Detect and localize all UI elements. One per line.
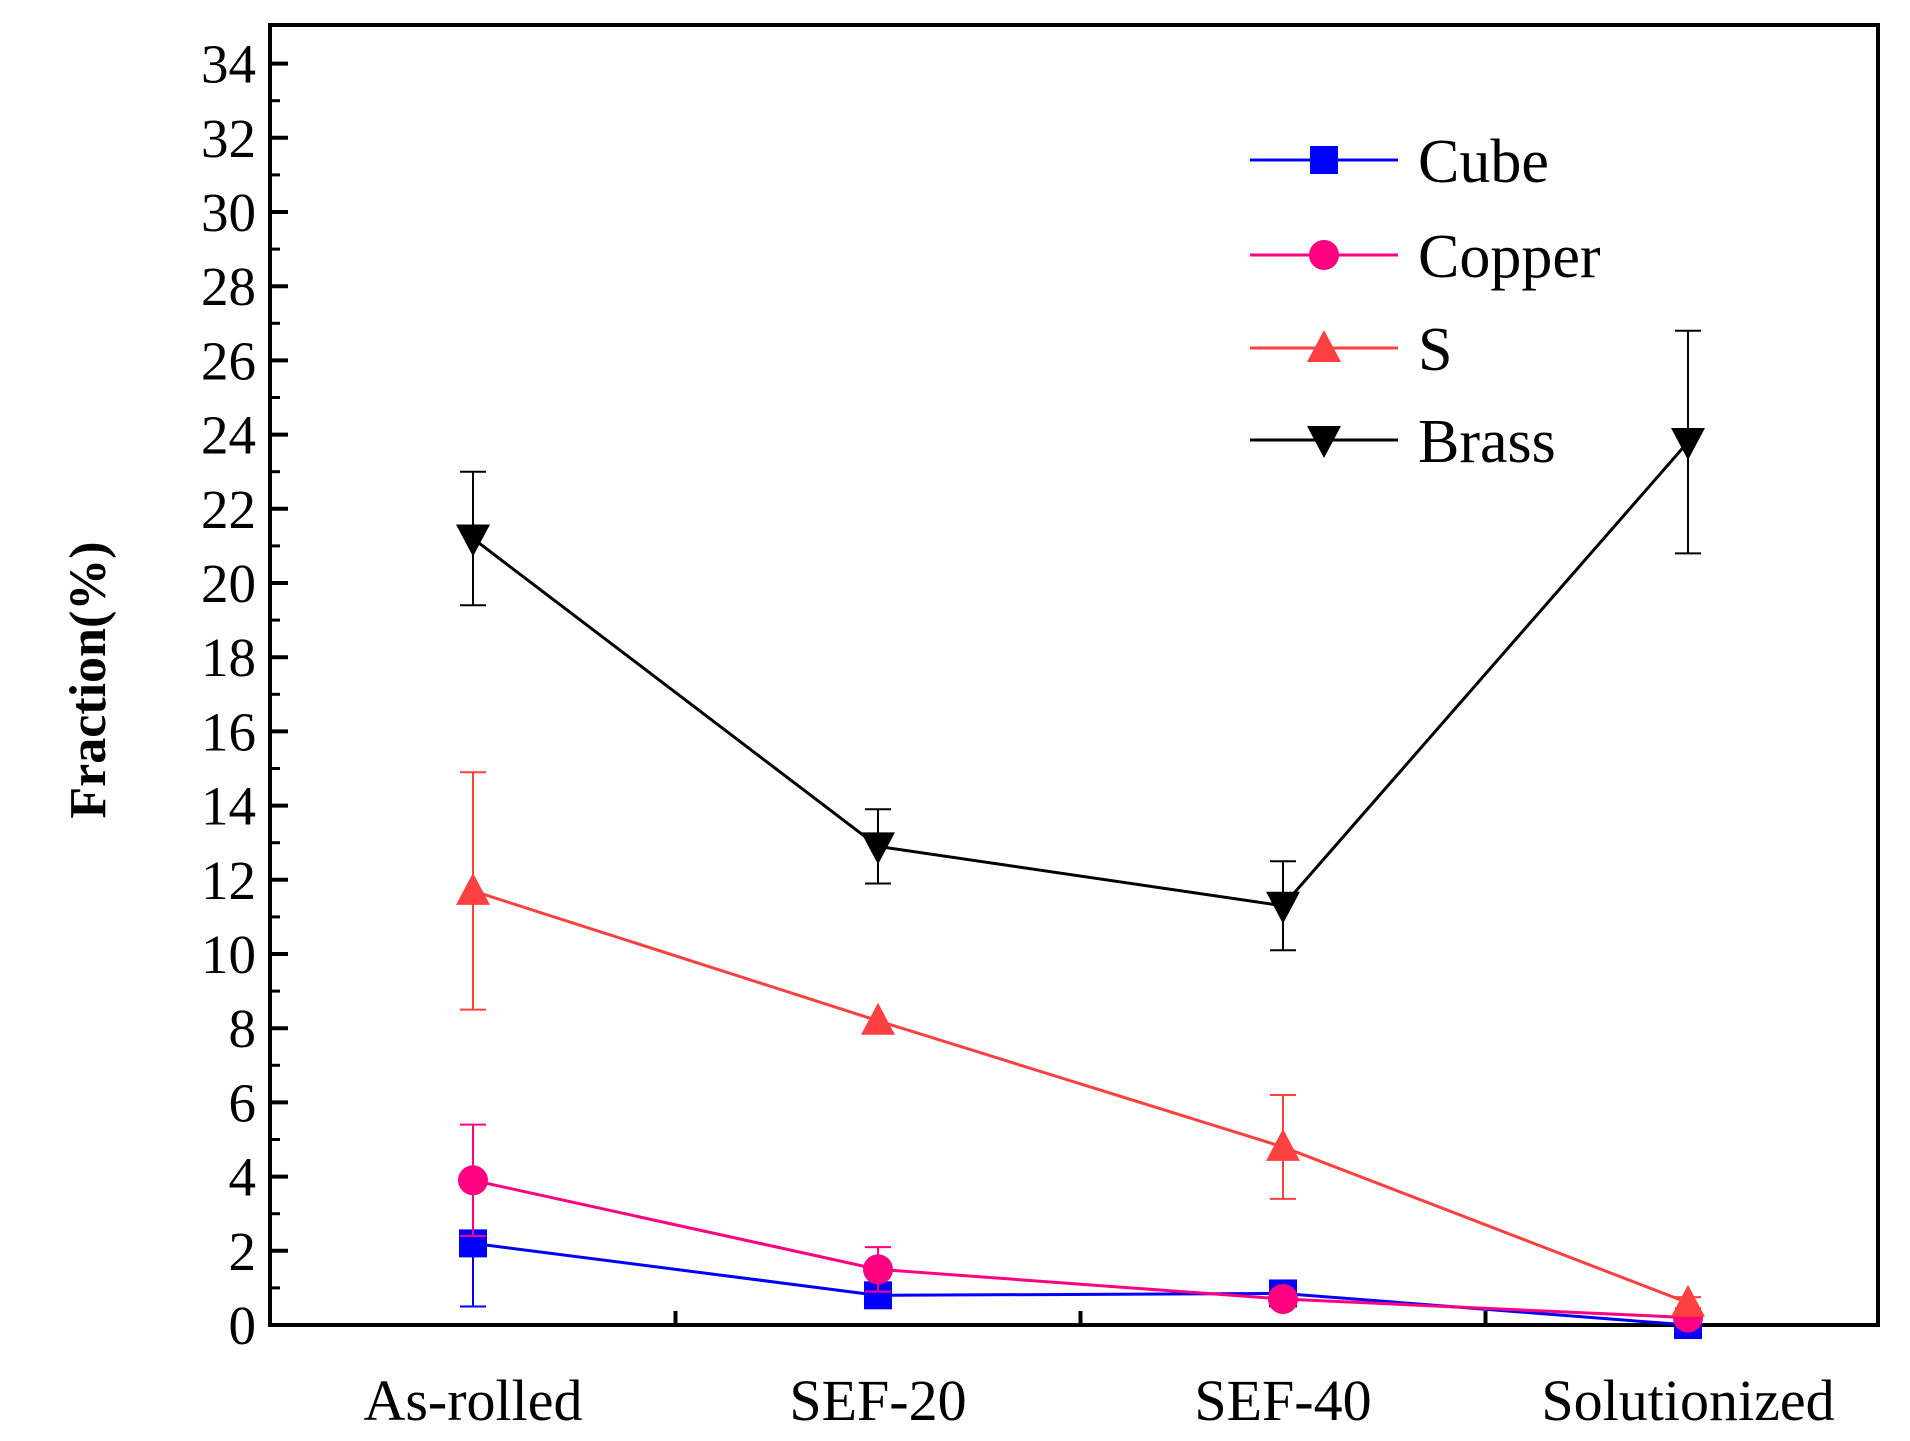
y-tick-label: 22 [201,479,256,540]
series-line [472,1178,1689,1320]
data-point [456,872,490,905]
data-point [863,1254,893,1285]
series-s [456,771,1705,1317]
legend-item-copper: Copper [1250,223,1601,291]
series-brass [456,329,1705,952]
legend-marker [1307,330,1341,362]
y-tick-label: 12 [201,850,256,911]
series-copper [458,1123,1703,1333]
legend-item-cube: Cube [1250,128,1549,196]
legend-label: S [1418,316,1452,384]
x-axis: As-rolled SEF-20 SEF-40 Solutionized [363,1311,1835,1433]
y-tick-label: 30 [201,182,256,243]
data-point [1268,1284,1298,1315]
y-tick-label: 24 [201,405,256,466]
y-tick-label: 26 [201,330,256,391]
y-tick-label: 2 [229,1221,257,1282]
legend-item-s: S [1250,316,1452,384]
data-point [1266,1128,1300,1161]
legend-label: Copper [1418,223,1601,291]
legend-label: Cube [1418,128,1549,196]
series-layer [456,329,1705,1339]
x-category-label: As-rolled [363,1368,582,1433]
legend: Cube Copper S Brass [1250,128,1601,476]
data-point [1671,428,1705,461]
y-tick-label: 8 [229,998,257,1059]
x-category-label: SEF-20 [789,1368,966,1433]
data-point [861,832,895,865]
data-point [1671,1284,1705,1317]
legend-marker [1310,146,1338,174]
y-tick-label: 10 [201,924,256,985]
y-axis-title: Fraction(%) [60,541,117,818]
legend-label: Brass [1418,408,1556,476]
series-line [472,889,1689,1305]
y-tick-label: 16 [201,701,256,762]
data-point [861,1002,895,1035]
data-point [1266,891,1300,924]
x-category-label: SEF-40 [1194,1368,1371,1433]
y-tick-label: 20 [201,553,256,614]
legend-item-brass: Brass [1250,408,1556,476]
y-tick-label: 18 [201,627,256,688]
y-tick-label: 32 [201,108,256,169]
x-category-label: Solutionized [1541,1368,1834,1433]
y-tick-label: 28 [201,256,256,317]
data-point [458,1165,488,1196]
data-point [456,524,490,557]
y-tick-label: 0 [229,1295,257,1356]
legend-marker [1309,240,1339,270]
y-tick-label: 34 [201,34,256,95]
y-tick-label: 4 [229,1147,257,1208]
legend-marker [1307,426,1341,458]
y-tick-label: 14 [201,776,256,837]
y-tick-label: 6 [229,1072,257,1133]
series-line [472,441,1690,908]
plot-frame [268,23,1880,1327]
